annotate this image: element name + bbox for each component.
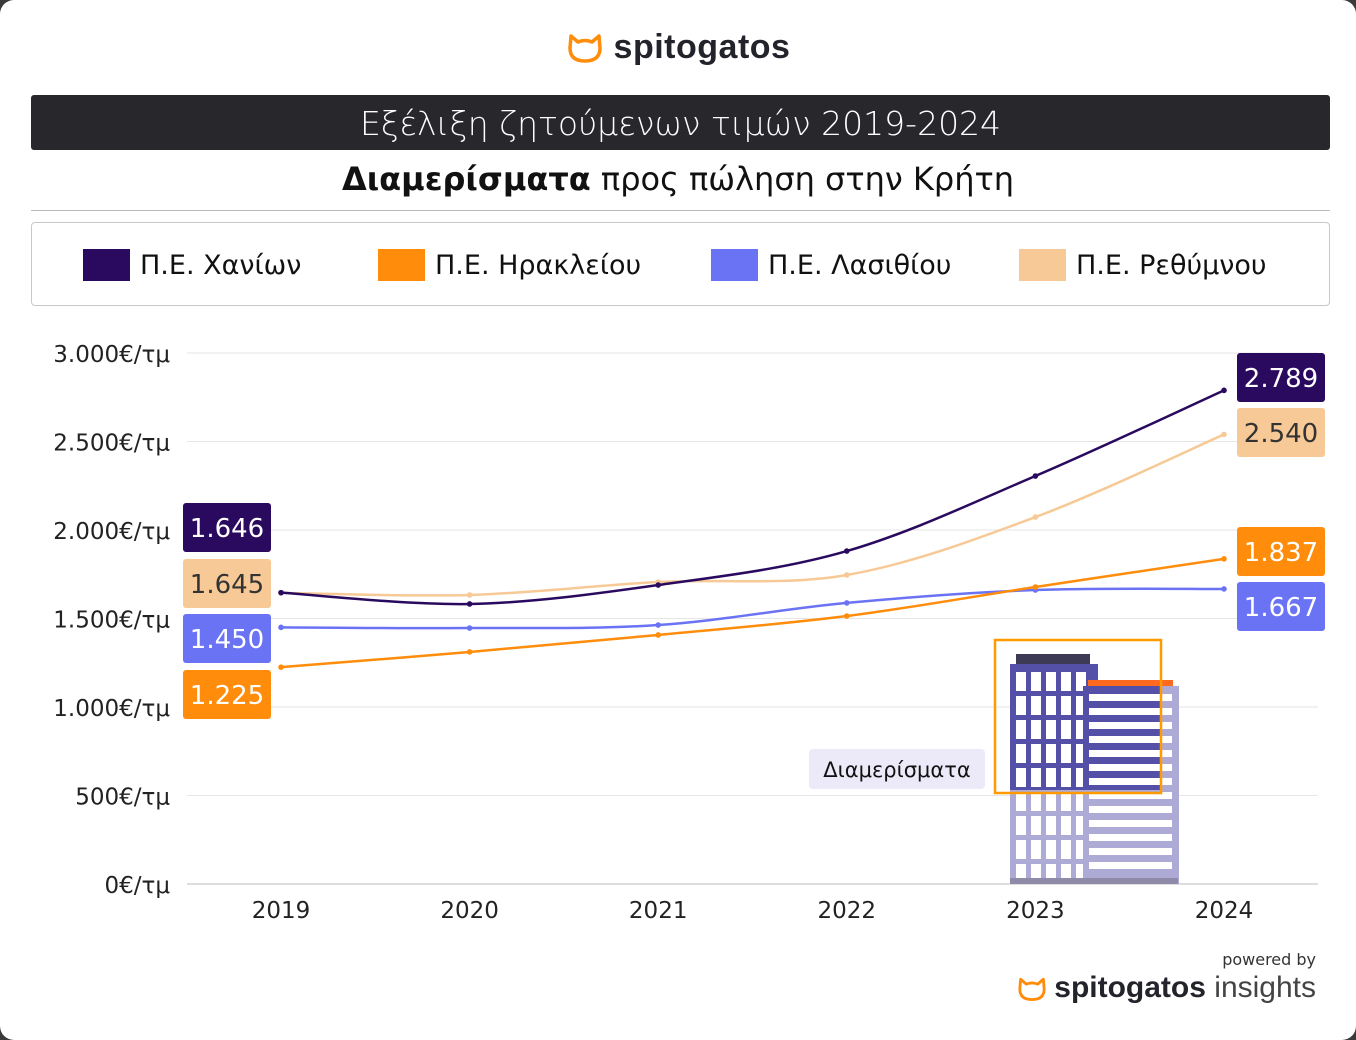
data-point-lasithi — [278, 624, 284, 631]
x-tick-label: 2022 — [818, 898, 877, 924]
y-tick-label: 2.000€/τμ — [53, 519, 170, 545]
series-line-heraklion — [280, 557, 1225, 669]
footer: powered by spitogatos insights — [1016, 950, 1316, 1005]
value-label-bg — [1237, 582, 1325, 631]
x-tick-label: 2020 — [440, 898, 499, 924]
value-label-bg — [1237, 353, 1325, 402]
data-point-lasithi — [655, 622, 661, 628]
legend-swatch — [378, 249, 425, 281]
legend-label: Π.Ε. Ρεθύμνου — [1076, 249, 1267, 281]
x-tick-label: 2019 — [252, 898, 311, 924]
chart-subtitle: Διαμερίσματα προς πώληση στην Κρήτη — [0, 160, 1356, 198]
data-point-heraklion — [655, 632, 661, 638]
value-label-bg — [183, 614, 271, 663]
legend-item-lasithi: Π.Ε. Λασιθίου — [711, 249, 951, 281]
subtitle-bold: Διαμερίσματα — [341, 160, 591, 198]
value-label-start-heraklion: 1.225 — [190, 681, 264, 711]
data-point-rethymno — [844, 572, 850, 578]
data-point-rethymno — [466, 592, 473, 598]
y-tick-label: 3.000€/τμ — [53, 342, 170, 368]
series-line-lasithi — [280, 587, 1225, 630]
legend-label: Π.Ε. Λασιθίου — [768, 249, 952, 281]
data-point-heraklion — [466, 649, 473, 655]
divider — [31, 210, 1330, 211]
data-point-lasithi — [466, 625, 473, 631]
x-tick-label: 2023 — [1006, 898, 1065, 924]
data-point-rethymno — [1221, 431, 1227, 438]
legend-item-chania: Π.Ε. Χανίων — [83, 249, 301, 281]
y-tick-label: 2.500€/τμ — [53, 431, 170, 457]
legend-swatch — [711, 249, 758, 281]
chart-title: Εξέλιξη ζητούμενων τιμών 2019-2024 — [31, 95, 1330, 150]
footer-brand: spitogatos — [1054, 971, 1206, 1004]
value-label-bg — [1237, 408, 1325, 457]
footer-product: insights — [1214, 971, 1316, 1004]
legend-item-rethymno: Π.Ε. Ρεθύμνου — [1019, 249, 1267, 281]
x-tick-label: 2021 — [629, 898, 688, 924]
cat-icon — [567, 34, 602, 63]
data-point-heraklion — [1032, 584, 1039, 590]
legend-swatch — [1019, 249, 1066, 281]
value-label-start-chania: 1.646 — [190, 514, 264, 544]
data-point-heraklion — [278, 664, 284, 670]
value-label-bg — [1237, 527, 1325, 576]
category-badge: Διαμερίσματα — [823, 758, 970, 782]
powered-by: powered by — [1222, 950, 1316, 969]
data-point-lasithi — [1221, 586, 1227, 592]
y-tick-label: 1.500€/τμ — [53, 608, 170, 634]
value-label-end-lasithi: 1.667 — [1244, 593, 1318, 623]
x-tick-label: 2024 — [1195, 898, 1254, 924]
legend-swatch — [83, 249, 130, 281]
subtitle-rest: προς πώληση στην Κρήτη — [590, 160, 1015, 198]
value-label-end-rethymno: 2.540 — [1244, 419, 1318, 449]
value-label-bg — [183, 559, 271, 608]
data-point-heraklion — [844, 613, 850, 619]
line-chart: 0€/τμ 500€/τμ 1.000€/τμ 1.500€/τμ 2.000€/τμ 2… — [53, 342, 1325, 924]
legend-label: Π.Ε. Χανίων — [140, 249, 302, 281]
value-label-start-rethymno: 1.645 — [190, 570, 264, 600]
data-point-chania — [278, 589, 284, 596]
value-label-bg — [183, 503, 271, 552]
badge-bg — [809, 749, 985, 789]
data-point-chania — [1032, 473, 1039, 479]
apartment-building-illustration — [993, 638, 1179, 884]
legend-label: Π.Ε. Ηρακλείου — [435, 249, 642, 281]
y-tick-label: 500€/τμ — [75, 785, 170, 811]
data-point-lasithi — [844, 600, 850, 606]
data-point-chania — [844, 548, 850, 554]
brand-logo: spitogatos — [0, 28, 1356, 67]
brand-name: spitogatos — [613, 28, 791, 66]
value-label-bg — [183, 670, 271, 719]
series-line-rethymno — [280, 433, 1225, 597]
legend-item-heraklion: Π.Ε. Ηρακλείου — [378, 249, 641, 281]
y-tick-label: 0€/τμ — [105, 873, 171, 899]
data-point-chania — [466, 601, 473, 607]
data-point-heraklion — [1221, 556, 1227, 562]
data-point-rethymno — [1032, 514, 1039, 520]
y-tick-label: 1.000€/τμ — [53, 696, 170, 722]
value-label-start-lasithi: 1.450 — [190, 625, 264, 655]
series-line-chania — [280, 389, 1225, 606]
value-label-end-heraklion: 1.837 — [1244, 538, 1318, 568]
footer-logo: spitogatos insights — [1016, 971, 1316, 1005]
data-point-chania — [1221, 387, 1227, 394]
value-label-end-chania: 2.789 — [1244, 364, 1318, 394]
cat-icon — [1018, 977, 1046, 1001]
data-point-chania — [655, 582, 661, 588]
legend: Π.Ε. Χανίων Π.Ε. Ηρακλείου Π.Ε. Λασιθίου… — [31, 222, 1330, 306]
